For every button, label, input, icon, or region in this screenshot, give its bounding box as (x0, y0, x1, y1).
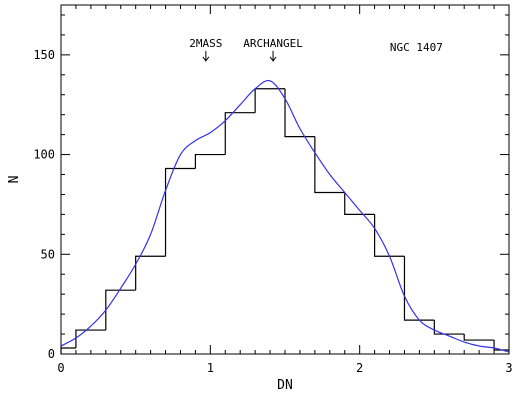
arrow-head (202, 56, 210, 62)
histogram-bin (344, 192, 375, 215)
annotation-2mass-arrow-icon (202, 50, 210, 62)
y-tick-label: 100 (33, 148, 55, 162)
annotation-2mass: 2MASS (189, 37, 222, 50)
histogram-bin (164, 167, 196, 257)
histogram-bin (224, 112, 256, 155)
x-axis-label: DN (277, 378, 293, 393)
histogram-bin (403, 256, 435, 321)
y-tick-label: 150 (33, 48, 55, 62)
histogram-bin (75, 329, 106, 349)
x-tick-label: 2 (356, 361, 363, 375)
chart-text: 0 1 2 3 0 50 100 150 DN N NGC 1407 2MASS ARCHANGEL (7, 37, 513, 393)
annotation-ngc-1407: NGC 1407 (390, 41, 443, 54)
arrow-head (269, 56, 277, 62)
histogram-bin (135, 255, 166, 291)
y-tick-label: 50 (41, 247, 55, 261)
x-tick-label: 1 (207, 361, 214, 375)
annotation-archangel: ARCHANGEL (243, 37, 303, 50)
x-tick-label: 0 (57, 361, 64, 375)
smooth-curve-series (60, 79, 510, 353)
annotation-archangel-arrow-icon (269, 50, 277, 62)
histogram-bin (433, 320, 465, 335)
axis-ticks (60, 5, 510, 355)
plot-area (60, 79, 510, 354)
x-tick-label: 3 (505, 361, 512, 375)
histogram-bin (194, 153, 226, 169)
histogram-bin (105, 289, 136, 331)
histogram-bin (314, 136, 345, 194)
axes-box (60, 4, 510, 355)
y-tick-label: 0 (48, 347, 55, 361)
histogram-bin (463, 334, 495, 341)
histogram-series (60, 88, 509, 354)
histogram-bin (60, 347, 76, 354)
y-axis-label: N (7, 176, 22, 184)
axes-frame (60, 4, 510, 355)
